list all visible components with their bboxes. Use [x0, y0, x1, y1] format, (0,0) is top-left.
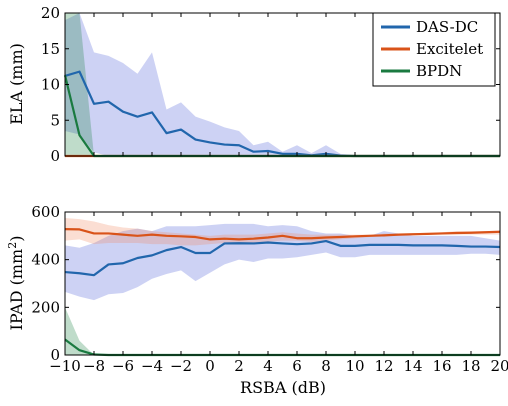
x-tick-label: 16 [432, 357, 451, 375]
y-tick-label: 400 [31, 251, 60, 269]
x-tick-label: 0 [205, 357, 215, 375]
band-excitelet [65, 217, 500, 246]
y-tick-label: 15 [41, 40, 60, 58]
x-tick-label: −2 [170, 357, 192, 375]
y-tick-label: 0 [50, 346, 60, 364]
y-tick-label: 10 [41, 76, 60, 94]
legend-label-excitelet: Excitelet [416, 40, 483, 58]
x-tick-label: 14 [403, 357, 422, 375]
ela-panel: 0 5 10 15 20 ELA (mm) DAS-DC Excitelet BPDN [7, 4, 501, 165]
y-tick-label: 20 [41, 4, 60, 22]
band-bpdn [65, 307, 94, 355]
x-axis-label: RSBA (dB) [240, 378, 326, 397]
x-tick-label: 8 [321, 357, 331, 375]
ipad-y-axis-label-superscript: 2 [6, 242, 19, 249]
ela-confidence-bands [65, 13, 500, 156]
x-tick-label: 20 [490, 357, 508, 375]
x-tick-label: −8 [83, 357, 105, 375]
band-das-dc [65, 223, 500, 301]
x-tick-label: 4 [263, 357, 273, 375]
ipad-panel: 0 200 400 600 −10 −8 −6 −4 −2 0 2 4 6 8 10 12 14 16 18 20 I… [6, 203, 508, 397]
band-das-dc [65, 13, 500, 156]
x-tick-label: 10 [345, 357, 364, 375]
x-tick-label: −4 [141, 357, 163, 375]
legend-label-das-dc: DAS-DC [416, 18, 478, 36]
ipad-y-axis-label-close: ) [7, 236, 26, 242]
ipad-confidence-bands [65, 217, 500, 355]
legend-label-bpdn: BPDN [416, 62, 462, 80]
x-tick-label: −6 [112, 357, 134, 375]
ipad-ticks: 0 200 400 600 −10 −8 −6 −4 −2 0 2 4 6 8 10 12 14 16 18 20 [31, 203, 508, 375]
y-tick-label: 0 [50, 147, 60, 165]
x-tick-label: 12 [374, 357, 393, 375]
ela-y-axis-label: ELA (mm) [7, 43, 26, 125]
x-tick-label: 2 [234, 357, 244, 375]
x-tick-label: −10 [49, 357, 81, 375]
y-tick-label: 5 [50, 111, 60, 129]
ipad-axes-frame [64, 211, 501, 356]
ipad-y-axis-label-main: IPAD (mm [7, 249, 26, 331]
y-tick-label: 600 [31, 203, 60, 221]
line-das-dc [64, 239, 501, 277]
x-tick-label: 6 [292, 357, 302, 375]
ipad-y-axis-label: IPAD (mm2) [6, 236, 26, 331]
line-excitelet [64, 228, 501, 241]
ela-ticks: 0 5 10 15 20 [41, 4, 501, 165]
band-bpdn [65, 13, 94, 156]
legend: DAS-DC Excitelet BPDN [372, 12, 496, 87]
x-tick-label: 18 [461, 357, 480, 375]
y-tick-label: 200 [31, 298, 60, 316]
